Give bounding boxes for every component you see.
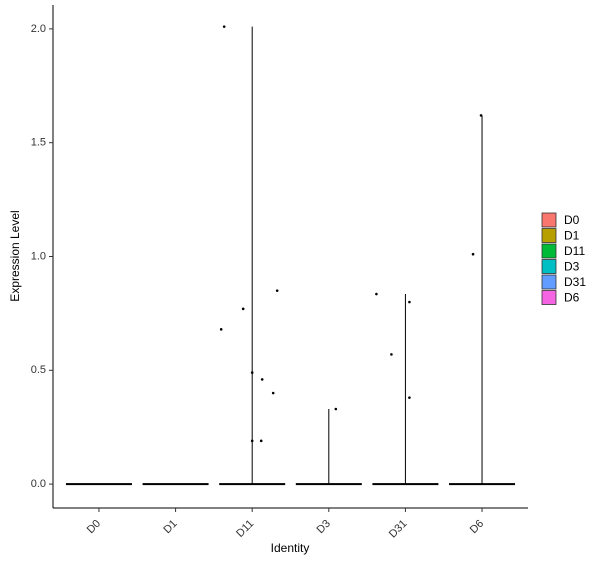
- point: [259, 439, 263, 443]
- legend-swatch: [541, 274, 557, 290]
- y-tick-label: 0.5: [31, 364, 46, 376]
- point: [334, 407, 338, 411]
- point: [219, 328, 223, 331]
- legend-label: D0: [564, 213, 580, 227]
- point: [271, 391, 275, 395]
- point: [479, 114, 483, 117]
- y-tick-label: 1.5: [31, 137, 46, 149]
- point: [390, 353, 393, 356]
- x-tick-label: D6: [468, 518, 486, 536]
- legend-label: D6: [564, 291, 580, 305]
- x-tick-label: D3: [315, 518, 333, 536]
- legend-label: D11: [564, 244, 585, 258]
- violin-base: [65, 483, 132, 486]
- x-tick-label: D31: [387, 518, 410, 541]
- legend-swatch: [541, 259, 557, 274]
- x-tick-label: D0: [85, 518, 103, 536]
- legend-label: D3: [564, 260, 580, 274]
- legend-swatch: [541, 212, 557, 228]
- y-tick-label: 1.0: [31, 250, 46, 262]
- legend-label: D1: [564, 229, 580, 243]
- x-axis-title: Identity: [271, 541, 310, 555]
- point: [375, 292, 378, 296]
- y-axis-title: Expression Level: [8, 210, 22, 301]
- legend-swatch: [541, 228, 557, 243]
- point: [260, 378, 264, 381]
- point: [408, 396, 411, 399]
- legend-swatch: [541, 290, 557, 305]
- x-tick-label: D1: [161, 518, 179, 536]
- point: [408, 300, 411, 304]
- legend-label: D31: [564, 275, 586, 289]
- point: [250, 371, 254, 374]
- point: [241, 307, 245, 311]
- legend-swatch: [541, 243, 557, 259]
- point: [250, 439, 254, 443]
- point: [222, 25, 226, 28]
- violin-base: [142, 483, 209, 486]
- y-tick-label: 0.0: [31, 478, 46, 490]
- y-tick-label: 2.0: [31, 23, 46, 35]
- point: [471, 252, 475, 256]
- x-tick-label: D11: [234, 518, 256, 540]
- point: [275, 289, 279, 292]
